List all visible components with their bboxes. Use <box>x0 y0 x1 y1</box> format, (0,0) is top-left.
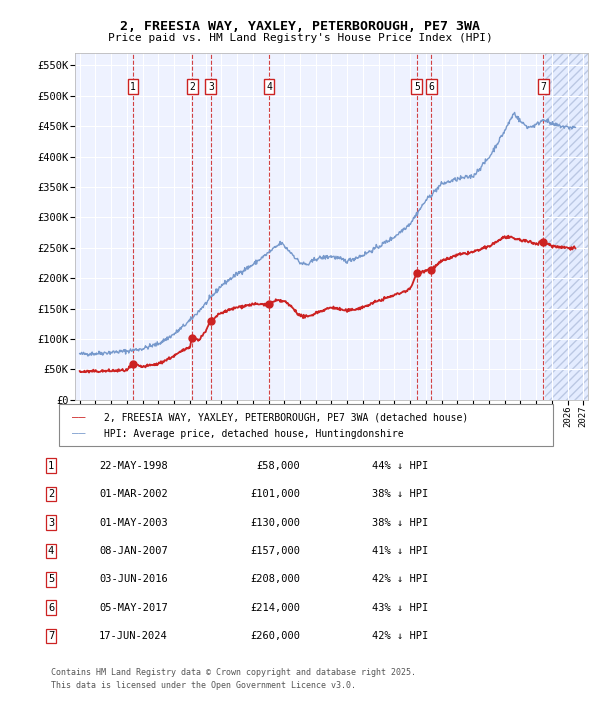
Text: 43% ↓ HPI: 43% ↓ HPI <box>372 603 428 613</box>
Text: 08-JAN-2007: 08-JAN-2007 <box>99 546 168 556</box>
Text: £260,000: £260,000 <box>250 631 300 641</box>
Text: 44% ↓ HPI: 44% ↓ HPI <box>372 461 428 471</box>
Text: 01-MAR-2002: 01-MAR-2002 <box>99 489 168 499</box>
Text: 7: 7 <box>48 631 54 641</box>
Text: £101,000: £101,000 <box>250 489 300 499</box>
Text: 5: 5 <box>48 574 54 584</box>
Text: 6: 6 <box>48 603 54 613</box>
Text: ——: —— <box>72 412 86 422</box>
Text: 3: 3 <box>208 82 214 92</box>
Text: 1: 1 <box>130 82 136 92</box>
Text: 38% ↓ HPI: 38% ↓ HPI <box>372 518 428 528</box>
Text: 5: 5 <box>414 82 420 92</box>
Text: £208,000: £208,000 <box>250 574 300 584</box>
Text: Contains HM Land Registry data © Crown copyright and database right 2025.: Contains HM Land Registry data © Crown c… <box>51 668 416 677</box>
Text: ——: —— <box>72 429 86 439</box>
Text: 6: 6 <box>428 82 434 92</box>
Text: 42% ↓ HPI: 42% ↓ HPI <box>372 631 428 641</box>
Text: £214,000: £214,000 <box>250 603 300 613</box>
Text: 2, FREESIA WAY, YAXLEY, PETERBOROUGH, PE7 3WA: 2, FREESIA WAY, YAXLEY, PETERBOROUGH, PE… <box>120 20 480 33</box>
Text: 22-MAY-1998: 22-MAY-1998 <box>99 461 168 471</box>
Text: 2: 2 <box>190 82 196 92</box>
Text: 38% ↓ HPI: 38% ↓ HPI <box>372 489 428 499</box>
Text: 3: 3 <box>48 518 54 528</box>
Text: This data is licensed under the Open Government Licence v3.0.: This data is licensed under the Open Gov… <box>51 681 356 690</box>
Text: £58,000: £58,000 <box>256 461 300 471</box>
Text: £157,000: £157,000 <box>250 546 300 556</box>
Text: 1: 1 <box>48 461 54 471</box>
Text: £130,000: £130,000 <box>250 518 300 528</box>
Text: 41% ↓ HPI: 41% ↓ HPI <box>372 546 428 556</box>
Text: 01-MAY-2003: 01-MAY-2003 <box>99 518 168 528</box>
Text: 42% ↓ HPI: 42% ↓ HPI <box>372 574 428 584</box>
Text: HPI: Average price, detached house, Huntingdonshire: HPI: Average price, detached house, Hunt… <box>104 429 403 439</box>
Text: 17-JUN-2024: 17-JUN-2024 <box>99 631 168 641</box>
Text: 2: 2 <box>48 489 54 499</box>
Text: 05-MAY-2017: 05-MAY-2017 <box>99 603 168 613</box>
Text: 4: 4 <box>48 546 54 556</box>
Text: 03-JUN-2016: 03-JUN-2016 <box>99 574 168 584</box>
Text: 4: 4 <box>266 82 272 92</box>
Text: Price paid vs. HM Land Registry's House Price Index (HPI): Price paid vs. HM Land Registry's House … <box>107 33 493 43</box>
Text: 2, FREESIA WAY, YAXLEY, PETERBOROUGH, PE7 3WA (detached house): 2, FREESIA WAY, YAXLEY, PETERBOROUGH, PE… <box>104 412 468 422</box>
Text: 7: 7 <box>541 82 546 92</box>
